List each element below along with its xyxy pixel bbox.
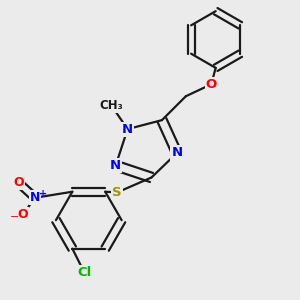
Text: +: +: [39, 189, 47, 199]
Text: N: N: [30, 191, 40, 204]
Text: N: N: [171, 146, 182, 160]
Text: CH₃: CH₃: [99, 99, 123, 112]
Text: Cl: Cl: [77, 266, 92, 279]
Text: N: N: [122, 123, 133, 136]
Text: O: O: [13, 176, 24, 189]
Text: −: −: [10, 212, 20, 222]
Text: S: S: [112, 186, 122, 199]
Text: O: O: [206, 78, 217, 91]
Text: O: O: [18, 208, 28, 221]
Text: N: N: [110, 159, 121, 172]
